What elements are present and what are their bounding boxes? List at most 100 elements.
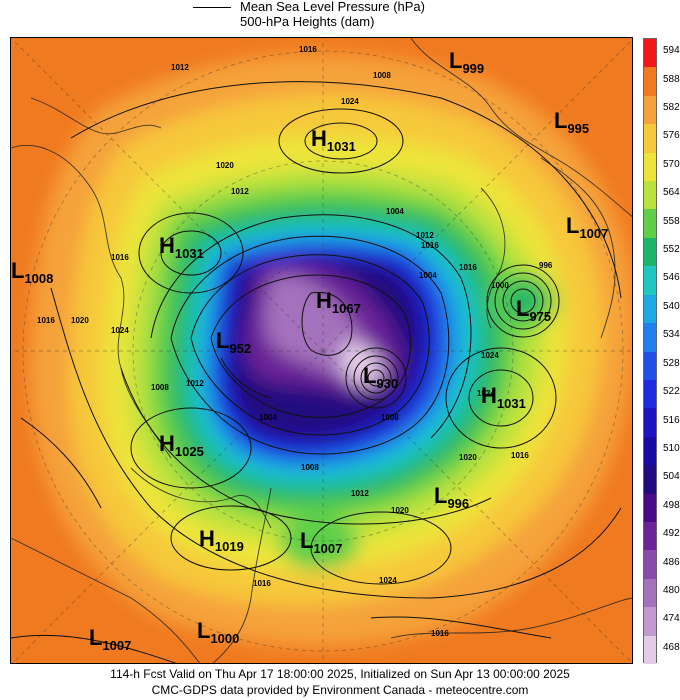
pressure-center-high: H1067 [316,288,361,316]
heights-legend-label: 500-hPa Heights (dam) [240,14,375,29]
isobar-labels: 1016 1012 1008 1024 1020 1012 1004 1016 … [37,45,553,638]
isobar-label: 1020 [391,506,409,515]
isobar-label: 1012 [171,63,189,72]
isobar-label: 1020 [216,161,234,170]
isobar-label: 1020 [71,316,89,325]
scale-swatch [644,39,656,68]
scale-tick-label: 576 [663,130,680,142]
isobar-label: 1016 [421,241,439,250]
weather-map: 1016 1012 1008 1024 1020 1012 1004 1016 … [10,37,633,664]
pressure-center-low: L1008 [11,258,54,286]
pressure-center-low: L999 [449,48,485,76]
scale-tick-label: 480 [663,584,680,596]
pressure-center-low: L995 [554,108,590,136]
scale-tick-label: 570 [663,158,680,170]
scale-swatch [644,209,656,239]
pressure-center-low: L952 [216,328,252,356]
scale-tick-label: 486 [663,556,680,568]
scale-swatch [644,294,656,324]
scale-tick-label: 540 [663,300,680,312]
scale-swatch [644,408,656,438]
mslp-line-legend-swatch [193,7,231,8]
scale-tick-label: 558 [663,215,680,227]
scale-tick-label: 492 [663,528,680,540]
scale-tick-label: 522 [663,386,680,398]
isobar-label: 1012 [351,489,369,498]
isobar-label: 1008 [373,71,391,80]
graticule [11,38,632,663]
scale-swatch [644,436,656,466]
scale-swatch [644,95,656,125]
scale-swatch [644,323,656,352]
heights-color-scale [643,38,657,665]
isobar-label: 1004 [419,271,437,280]
isobar-label: 1008 [381,413,399,422]
scale-tick-label: 528 [663,357,680,369]
isobar-label: 1012 [186,379,204,388]
scale-tick-label: 510 [663,442,680,454]
scale-tick-label: 468 [663,641,680,653]
scale-swatch [644,493,656,523]
scale-swatch [644,465,656,495]
scale-swatch [644,67,656,97]
isobar-label: 1004 [259,413,277,422]
scale-swatch [644,379,656,409]
pressure-center-low: L1007 [566,213,609,241]
isobars [11,81,622,663]
isobar-label: 1016 [431,629,449,638]
isobar-label: 1016 [111,253,129,262]
isobar-label: 1008 [301,463,319,472]
heights-cell-1007-south [279,517,359,569]
scale-tick-label: 552 [663,244,680,256]
scale-tick-label: 588 [663,73,680,85]
isobar-label: 1016 [299,45,317,54]
mslp-legend-label: Mean Sea Level Pressure (hPa) [240,0,425,14]
scale-swatch [644,607,656,637]
pressure-center-low: L1007 [89,625,132,653]
pressure-center-low: L930 [363,363,399,391]
isobar-label: 1004 [386,207,404,216]
isobar-label: 1016 [37,316,55,325]
isobar-label: 1024 [481,351,499,360]
scale-swatch [644,124,656,154]
isobar-label: 1016 [253,579,271,588]
scale-swatch [644,181,656,210]
isobar-label: 1012 [231,187,249,196]
scale-tick-label: 516 [663,414,680,426]
isobar-label: 1024 [341,97,359,106]
isobar-label: 1016 [511,451,529,460]
scale-swatch [644,266,656,296]
isobar-label: 1012 [416,231,434,240]
scale-tick-label: 582 [663,102,680,114]
isobar-label: 1024 [111,326,129,335]
isobar-label: 1016 [459,263,477,272]
pressure-center-high: H1019 [199,526,244,554]
scale-tick-label: 498 [663,499,680,511]
pressure-center-low: L975 [516,296,552,324]
scale-swatch [644,237,656,267]
isobar-label: 1000 [491,281,509,290]
pressure-center-high: H1031 [159,233,204,261]
isobar-label: 1024 [477,389,495,398]
pressure-center-high: H1031 [311,126,356,154]
isobar-label: 1020 [459,453,477,462]
scale-swatch [644,521,656,551]
scale-swatch [644,578,656,608]
pressure-center-low: L996 [434,483,470,511]
map-legend-header: Mean Sea Level Pressure (hPa) 500-hPa He… [0,0,680,36]
pressure-center-high: H1031 [481,383,526,411]
scale-tick-label: 474 [663,613,680,625]
isobar-label: 996 [539,261,553,270]
isobar-label: 1024 [379,576,397,585]
pressure-center-low: L1000 [197,618,240,646]
scale-swatch [644,152,656,182]
weather-map-svg: 1016 1012 1008 1024 1020 1012 1004 1016 … [11,38,632,663]
pressure-center-low: L1007 [300,528,343,556]
scale-tick-label: 534 [663,329,680,341]
scale-swatch [644,351,656,381]
isobar-label: 1008 [151,383,169,392]
scale-tick-label: 594 [663,45,680,57]
scale-tick-label: 564 [663,187,680,199]
pressure-center-high: H1025 [159,431,204,459]
forecast-valid-line: 114-h Fcst Valid on Thu Apr 17 18:00:00 … [110,667,570,681]
